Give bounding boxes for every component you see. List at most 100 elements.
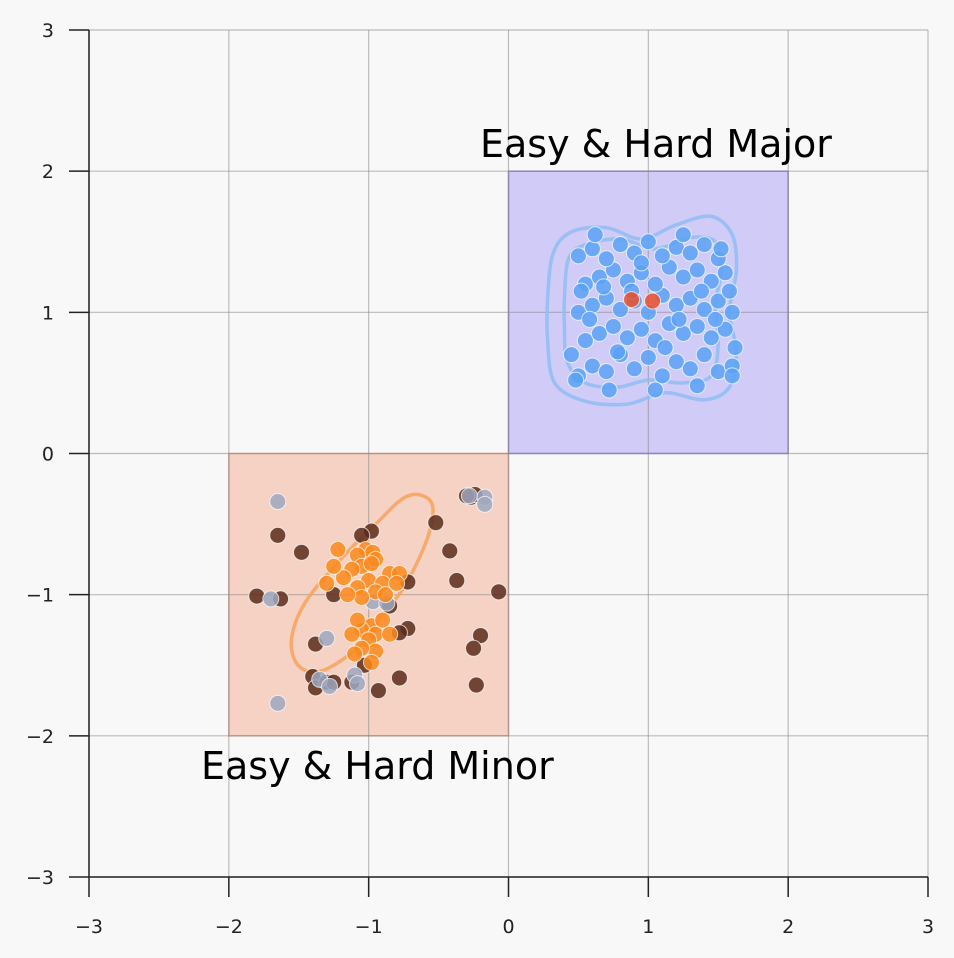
data-point <box>427 514 445 532</box>
points-layer <box>248 226 744 712</box>
data-point <box>595 278 613 296</box>
data-point <box>374 611 392 629</box>
data-point <box>712 240 730 258</box>
data-point <box>388 574 406 592</box>
data-point <box>590 325 608 343</box>
data-point <box>716 264 734 282</box>
data-point <box>348 611 366 629</box>
data-point <box>318 629 336 647</box>
data-point <box>653 247 671 265</box>
data-point <box>476 495 494 513</box>
data-point <box>390 669 408 687</box>
axes-layer: −3 −2 −1 0 1 2 3 −3 −2 −1 0 1 2 3 <box>26 20 934 938</box>
data-point <box>581 310 599 328</box>
data-point <box>639 233 657 251</box>
data-point <box>586 226 604 244</box>
data-point <box>639 349 657 367</box>
data-point <box>600 381 618 399</box>
x-tick-label: 2 <box>782 916 794 938</box>
data-point <box>674 268 692 286</box>
minor-region-label: Easy & Hard Minor <box>201 744 554 788</box>
x-tick-label: −3 <box>75 916 103 938</box>
data-point <box>583 296 601 314</box>
data-point <box>623 291 641 309</box>
data-point <box>448 572 466 590</box>
data-point <box>611 236 629 254</box>
data-point <box>343 625 361 643</box>
data-point <box>348 675 366 693</box>
data-point <box>674 325 692 343</box>
data-point <box>318 574 336 592</box>
y-tick-label: −2 <box>26 726 54 748</box>
data-point <box>381 625 399 643</box>
data-point <box>632 320 650 338</box>
data-point <box>321 677 339 695</box>
data-point <box>618 329 636 347</box>
data-point <box>339 586 357 604</box>
data-point <box>611 301 629 319</box>
x-tick-label: 0 <box>502 916 514 938</box>
data-point <box>692 282 710 300</box>
data-point <box>467 676 485 694</box>
data-point <box>576 332 594 350</box>
data-point <box>681 244 699 262</box>
data-point <box>688 261 706 279</box>
data-point <box>702 329 720 347</box>
data-point <box>720 282 738 300</box>
data-point <box>441 542 459 560</box>
data-point <box>646 381 664 399</box>
y-tick-label: 2 <box>42 161 54 183</box>
y-tick-label: −3 <box>26 867 54 889</box>
data-point <box>597 363 615 381</box>
data-point <box>334 569 352 587</box>
data-point <box>572 282 590 300</box>
data-point <box>644 292 662 310</box>
y-tick-label: 1 <box>42 302 54 324</box>
data-point <box>362 555 380 573</box>
major-region-label: Easy & Hard Major <box>480 122 832 166</box>
data-point <box>362 653 380 671</box>
data-point <box>670 310 688 328</box>
data-point <box>681 360 699 378</box>
data-point <box>625 360 643 378</box>
data-point <box>646 275 664 293</box>
y-tick-label: 0 <box>42 444 54 466</box>
x-tick-label: −1 <box>355 916 383 938</box>
data-point <box>369 682 387 700</box>
data-point <box>695 301 713 319</box>
data-point <box>569 247 587 265</box>
data-point <box>726 339 744 357</box>
data-point <box>604 317 622 335</box>
data-point <box>346 645 364 663</box>
data-point <box>688 377 706 395</box>
data-point <box>583 240 601 258</box>
y-tick-label: 3 <box>42 20 54 42</box>
data-point <box>465 639 483 657</box>
x-tick-label: 3 <box>922 916 934 938</box>
data-point <box>562 346 580 364</box>
data-point <box>667 296 685 314</box>
data-point <box>706 310 724 328</box>
x-tick-label: 1 <box>642 916 654 938</box>
data-point <box>567 371 585 389</box>
data-point <box>376 586 394 604</box>
data-point <box>353 588 371 606</box>
data-point <box>597 250 615 268</box>
data-point <box>656 339 674 357</box>
data-point <box>674 226 692 244</box>
data-point <box>695 346 713 364</box>
data-point <box>688 317 706 335</box>
data-point <box>460 487 478 505</box>
data-point <box>695 236 713 254</box>
data-point <box>293 543 311 561</box>
data-point <box>353 526 371 544</box>
data-point <box>632 254 650 272</box>
data-point <box>269 492 287 510</box>
data-point <box>667 353 685 371</box>
data-point <box>723 367 741 385</box>
data-point <box>609 343 627 361</box>
data-point <box>490 583 508 601</box>
data-point <box>709 292 727 310</box>
y-tick-label: −1 <box>26 585 54 607</box>
data-point <box>269 526 287 544</box>
